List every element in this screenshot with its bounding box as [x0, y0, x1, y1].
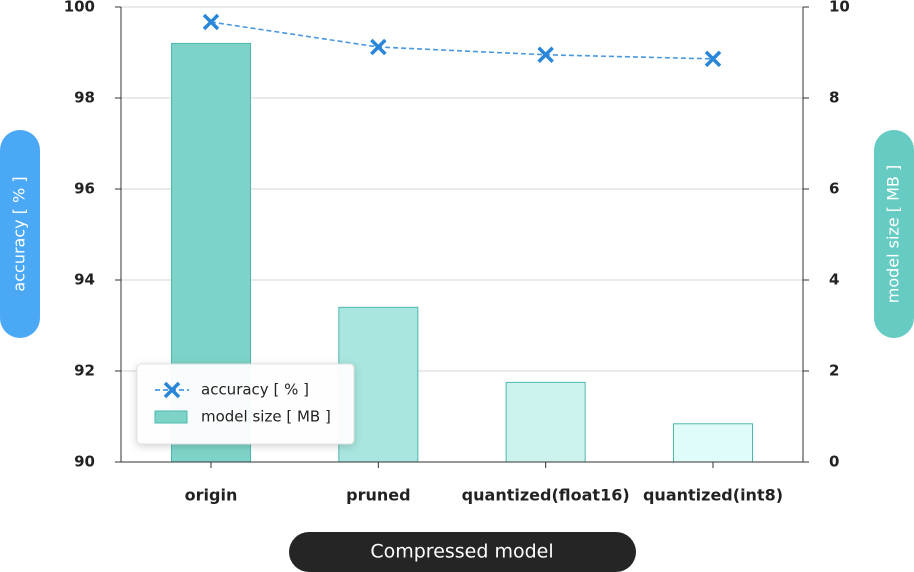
bar — [505, 381, 586, 463]
legend-swatch — [154, 410, 188, 424]
x-tick-label: origin — [185, 486, 238, 505]
marker — [537, 46, 554, 64]
y2-tick-label: 4 — [829, 271, 839, 289]
marker — [163, 381, 181, 399]
marker — [370, 38, 387, 56]
x-tick-label: quantized(float16) — [462, 486, 630, 505]
y-tick-label: 96 — [74, 180, 95, 198]
legend-label: accuracy [ % ] — [201, 381, 309, 399]
y-tick-label: 90 — [74, 453, 95, 471]
y2-tick-label: 2 — [829, 362, 839, 380]
y-label-pill — [0, 130, 40, 338]
y-tick-label: 100 — [64, 0, 95, 16]
line — [210, 21, 714, 60]
legend-label: model size [ MB ] — [201, 408, 331, 426]
y-tick-label: 92 — [74, 362, 95, 380]
legend-box — [136, 363, 355, 445]
y2-tick-label: 10 — [829, 0, 850, 16]
marker — [704, 50, 722, 68]
y-tick-label: 94 — [74, 271, 95, 289]
y2-axis-label: model size [ MB ] — [884, 165, 903, 303]
bar — [673, 423, 753, 463]
x-tick-label: quantized(int8) — [643, 486, 783, 505]
y-axis-label: accuracy [ % ] — [10, 176, 29, 291]
y2-tick-label: 0 — [829, 453, 839, 471]
legend: accuracy [ % ] model size [ MB ] — [136, 363, 355, 445]
x-tick-label: pruned — [346, 486, 410, 505]
marker — [202, 13, 220, 31]
x-label-pill — [289, 532, 636, 572]
y2-tick-label: 8 — [829, 89, 839, 107]
y2-tick-label: 6 — [829, 180, 839, 198]
y2-label-pill — [874, 130, 914, 338]
y-tick-label: 98 — [74, 89, 95, 107]
x-axis-label: Compressed model — [370, 541, 553, 563]
